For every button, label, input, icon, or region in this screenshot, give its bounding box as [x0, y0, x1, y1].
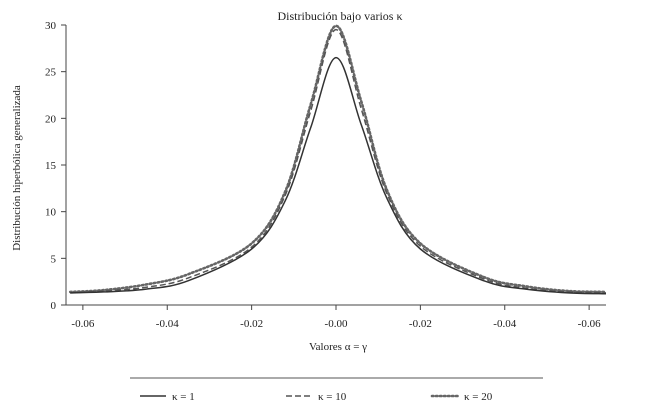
y-tick-label: 10	[45, 207, 57, 219]
x-tick-label: -0.02	[409, 318, 432, 330]
x-tick-label: -0.00	[325, 318, 348, 330]
legend-label: κ = 20	[464, 391, 493, 403]
x-axis-label: Valores α = γ	[309, 341, 367, 353]
y-tick-label: 5	[51, 253, 57, 265]
series-line-2	[70, 28, 607, 294]
axes: 0 5 10 15 20 25 30 -0.06 -0.04 -0.02 -0.00 -0.02 -0.…	[45, 20, 606, 330]
plot-area	[68, 24, 608, 295]
y-tick-label: 20	[45, 113, 57, 125]
x-tick-label: -0.04	[156, 318, 179, 330]
y-axis-label: Distribución hiperbólica generalizada	[11, 85, 23, 251]
x-tick-label: -0.02	[240, 318, 263, 330]
x-tick-label: -0.06	[578, 318, 601, 330]
legend-label: κ = 1	[172, 391, 195, 403]
x-tick-label: -0.06	[71, 318, 94, 330]
x-tick-label: -0.04	[493, 318, 516, 330]
legend-label: κ = 10	[318, 391, 347, 403]
chart-title: Distribución bajo varios κ	[277, 9, 402, 23]
y-tick-label: 25	[45, 67, 57, 79]
legend: κ = 1 κ = 10 κ = 20	[140, 391, 493, 403]
y-tick-label: 0	[51, 300, 57, 312]
y-tick-label: 15	[45, 160, 57, 172]
series-line-3	[68, 24, 608, 294]
y-tick-label: 30	[45, 20, 57, 32]
series-line-1	[70, 56, 607, 295]
